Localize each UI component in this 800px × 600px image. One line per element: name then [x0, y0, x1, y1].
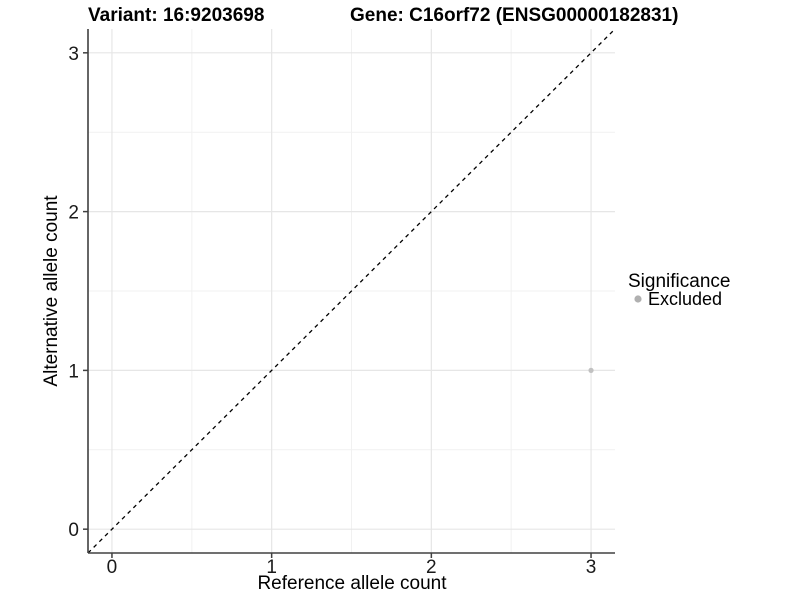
y-axis-tick-labels: 0 1 2 3	[68, 44, 79, 541]
y-axis-title: Alternative allele count	[41, 195, 62, 387]
x-axis-title: Reference allele count	[257, 573, 447, 594]
gridlines-major	[88, 29, 615, 553]
x-axis-ticks	[111, 553, 592, 558]
y-tick-label: 3	[68, 44, 79, 65]
data-points	[588, 367, 594, 373]
legend: Significance Excluded	[628, 271, 730, 309]
data-point	[588, 367, 594, 373]
legend-title: Significance	[628, 271, 730, 292]
y-axis-ticks	[83, 52, 88, 530]
x-axis-tick-labels: 0 1 2 3	[107, 557, 597, 578]
legend-items: Excluded	[634, 289, 722, 309]
y-tick-label: 0	[68, 520, 79, 541]
legend-key-dot	[634, 295, 642, 303]
x-tick-label: 0	[107, 557, 118, 578]
legend-item-label: Excluded	[648, 289, 722, 309]
x-tick-label: 1	[266, 557, 277, 578]
x-tick-label: 2	[426, 557, 437, 578]
axis-lines	[87, 29, 615, 554]
plot-title-variant: Variant: 16:9203698	[88, 5, 264, 26]
identity-dashed-line	[87, 28, 616, 554]
y-tick-label: 2	[68, 203, 79, 224]
y-tick-label: 1	[68, 361, 79, 382]
plot-title-gene: Gene: C16orf72 (ENSG00000182831)	[350, 5, 678, 26]
x-tick-label: 3	[586, 557, 597, 578]
